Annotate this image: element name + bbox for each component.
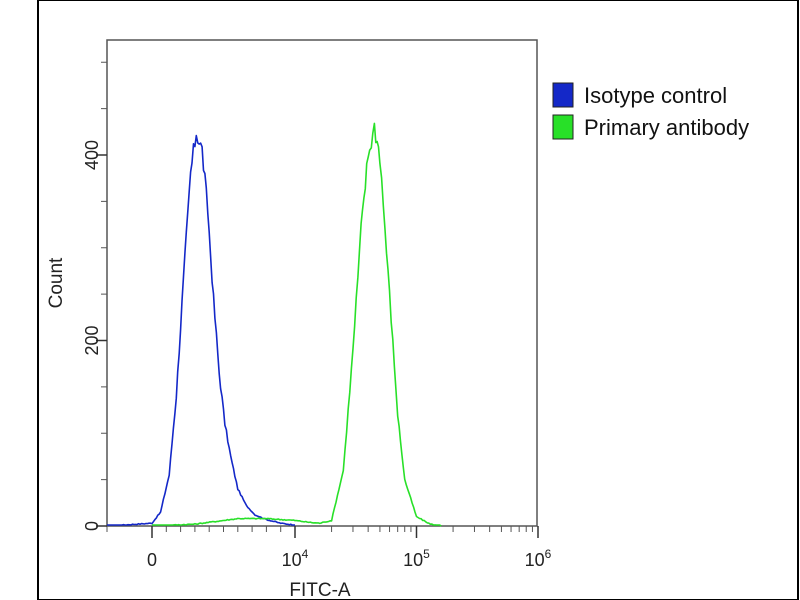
x-tick-base: 10 bbox=[403, 550, 423, 570]
x-minor-ticks bbox=[106, 526, 533, 532]
x-tick-label: 106 bbox=[525, 547, 552, 570]
x-tick-base: 10 bbox=[525, 550, 545, 570]
legend-label: Isotype control bbox=[584, 83, 727, 108]
y-tick-label: 200 bbox=[82, 325, 102, 355]
y-tick-label: 400 bbox=[82, 140, 102, 170]
x-tick-base: 10 bbox=[282, 550, 302, 570]
y-minor-ticks bbox=[101, 61, 107, 527]
legend-swatch bbox=[552, 82, 574, 108]
legend: Isotype control Primary antibody bbox=[552, 82, 749, 140]
y-axis-label: Count bbox=[46, 257, 67, 308]
x-axis-ticks: 0 104 105 106 bbox=[147, 526, 552, 570]
legend-swatch bbox=[552, 114, 574, 140]
legend-label: Primary antibody bbox=[584, 115, 749, 140]
plot-frame bbox=[106, 39, 538, 527]
x-tick-label: 0 bbox=[147, 550, 157, 570]
x-tick-exponent: 5 bbox=[423, 547, 430, 561]
figure-frame bbox=[37, 0, 799, 600]
y-axis-ticks: 0 200 400 bbox=[82, 140, 107, 531]
y-tick-label: 0 bbox=[82, 521, 102, 531]
x-tick-base: 0 bbox=[147, 550, 157, 570]
x-tick-label: 104 bbox=[282, 547, 309, 570]
x-tick-exponent: 6 bbox=[545, 547, 552, 561]
series-line bbox=[107, 134, 296, 526]
series-line bbox=[152, 122, 442, 527]
x-tick-exponent: 4 bbox=[302, 547, 309, 561]
x-axis-label: FITC-A bbox=[289, 580, 351, 600]
series-lines bbox=[107, 122, 442, 527]
x-tick-label: 105 bbox=[403, 547, 430, 570]
